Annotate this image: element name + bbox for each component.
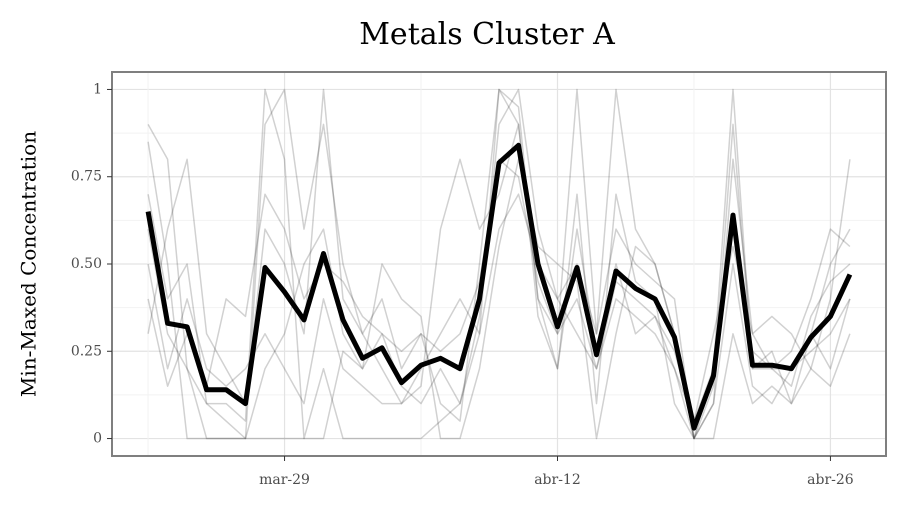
chart-title: Metals Cluster A <box>359 17 615 52</box>
series-line <box>147 124 851 440</box>
y-tick-label: 0.75 <box>71 169 102 185</box>
mean-line <box>145 142 853 431</box>
lines <box>145 88 853 440</box>
series-line <box>147 88 851 440</box>
y-tick-label: 0.50 <box>71 256 102 272</box>
y-tick-label: 0 <box>93 431 102 447</box>
series-line <box>147 88 851 422</box>
x-tick-label: mar-29 <box>259 472 310 488</box>
y-tick-label: 1 <box>93 81 102 97</box>
y-axis-label: Min-Maxed Concentration <box>17 131 41 397</box>
axes: 0 0.25 0.50 0.75 1 mar-29 abr-12 abr-26 <box>71 81 854 488</box>
x-tick-label: abr-26 <box>807 472 854 488</box>
series-line <box>147 88 851 440</box>
grid <box>112 72 886 456</box>
series-line <box>147 193 851 440</box>
x-tick-label: abr-12 <box>534 472 581 488</box>
series-line <box>147 88 851 440</box>
y-tick-label: 0.25 <box>71 343 102 359</box>
